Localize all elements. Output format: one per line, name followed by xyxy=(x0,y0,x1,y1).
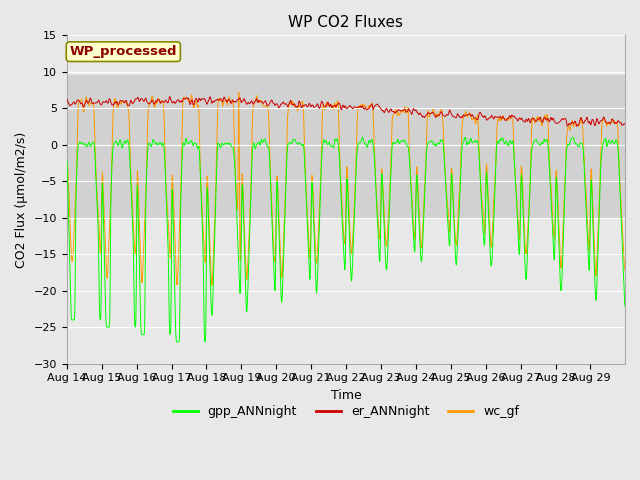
Y-axis label: CO2 Flux (μmol/m2/s): CO2 Flux (μmol/m2/s) xyxy=(15,132,28,268)
Bar xyxy=(67,75,625,218)
Legend: gpp_ANNnight, er_ANNnight, wc_gf: gpp_ANNnight, er_ANNnight, wc_gf xyxy=(168,400,524,423)
Text: WP_processed: WP_processed xyxy=(70,45,177,58)
X-axis label: Time: Time xyxy=(330,389,361,402)
Title: WP CO2 Fluxes: WP CO2 Fluxes xyxy=(289,15,403,30)
